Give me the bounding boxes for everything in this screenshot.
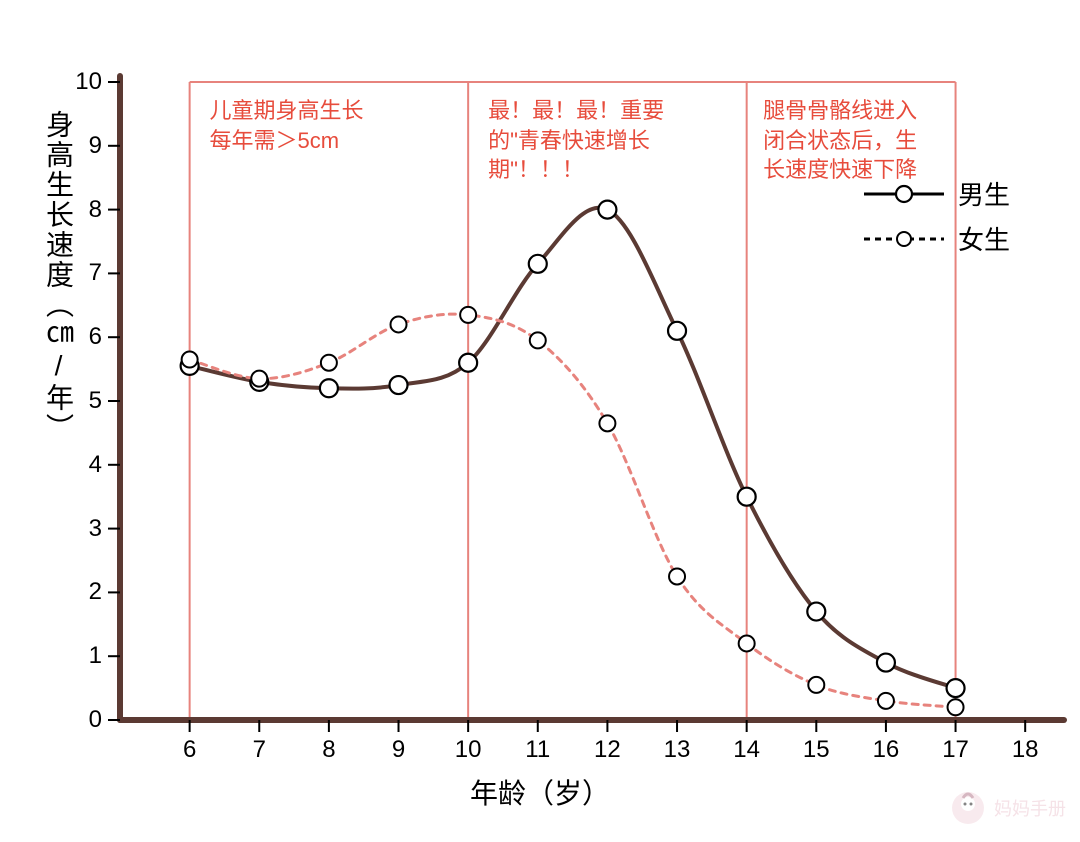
x-tick-8: 8 [309,736,349,764]
y-tick-0: 0 [62,706,102,734]
legend-label-female: 女生 [958,220,1010,257]
x-tick-16: 16 [866,736,906,764]
y-tick-8: 8 [62,196,102,224]
y-tick-6: 6 [62,323,102,351]
x-tick-17: 17 [936,736,976,764]
x-tick-10: 10 [448,736,488,764]
x-tick-12: 12 [587,736,627,764]
x-tick-9: 9 [379,736,419,764]
x-tick-15: 15 [796,736,836,764]
y-tick-5: 5 [62,387,102,415]
y-tick-7: 7 [62,259,102,287]
y-tick-4: 4 [62,451,102,479]
legend-item-female: 女生 [864,220,1010,257]
x-tick-11: 11 [518,736,558,764]
chart-legend: 男生 女生 [864,175,1010,265]
x-tick-6: 6 [170,736,210,764]
x-tick-18: 18 [1005,736,1045,764]
watermark: 妈妈手册 [948,788,1066,828]
annotation-2: 腿骨骨骼线进入闭合状态后，生长速度快速下降 [763,96,917,185]
x-tick-13: 13 [657,736,697,764]
y-tick-10: 10 [62,68,102,96]
annotation-1: 最！最！最！重要的"青春快速增长期"！！！ [488,96,664,185]
annotation-0: 儿童期身高生长每年需＞5cm [210,96,364,155]
x-tick-7: 7 [239,736,279,764]
growth-velocity-chart: 身高生长速度（㎝/年） 年龄（岁） 男生 女生 妈妈手册 01234567891… [0,0,1080,842]
y-tick-1: 1 [62,642,102,670]
watermark-text: 妈妈手册 [994,795,1066,821]
y-tick-9: 9 [62,132,102,160]
watermark-icon [948,788,988,828]
x-tick-14: 14 [727,736,767,764]
y-tick-3: 3 [62,515,102,543]
y-tick-2: 2 [62,578,102,606]
legend-label-male: 男生 [958,175,1010,212]
legend-line-female [864,224,944,254]
